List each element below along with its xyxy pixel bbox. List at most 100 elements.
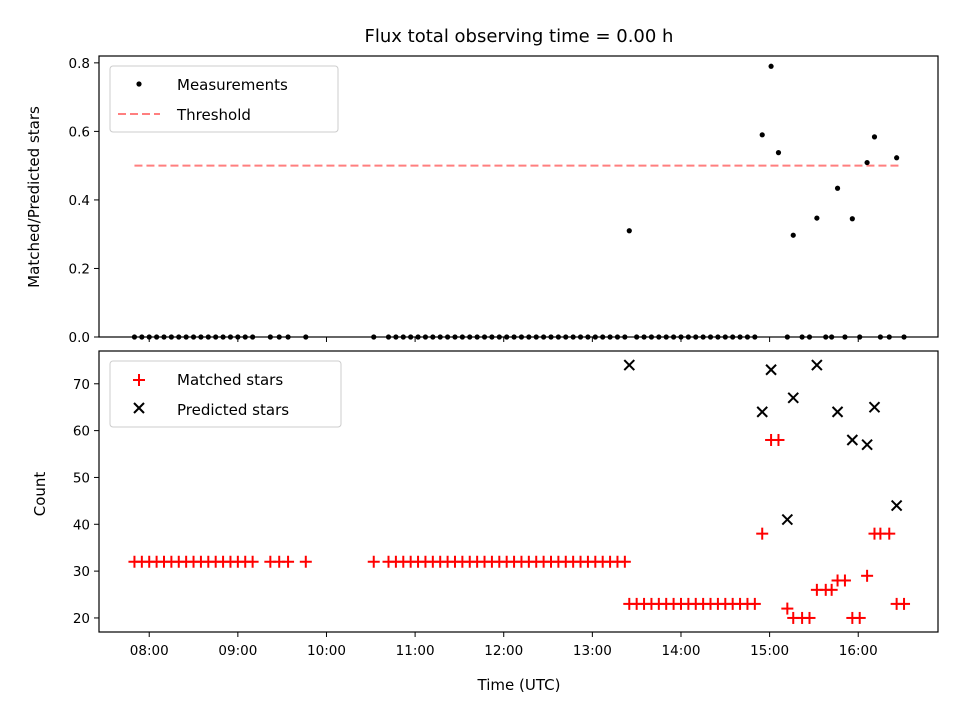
measurement-point xyxy=(670,334,677,340)
measurement-point xyxy=(901,334,907,340)
measurement-point xyxy=(459,334,465,340)
measurement-point xyxy=(393,334,399,340)
measurement-point xyxy=(267,334,273,340)
measurement-point xyxy=(533,334,539,340)
x-tick-label: 16:00 xyxy=(839,643,878,659)
measurement-point xyxy=(730,334,736,340)
measurement-point xyxy=(570,334,576,340)
legend-marker-measurements xyxy=(136,81,142,87)
matched-star-point xyxy=(748,597,761,610)
measurement-point xyxy=(430,334,436,340)
bottom-data-layer xyxy=(128,359,911,624)
measurement-point xyxy=(276,334,282,340)
predicted-star-point xyxy=(623,359,635,371)
measurement-point xyxy=(626,228,632,234)
measurement-point xyxy=(784,334,790,340)
measurement-point xyxy=(242,334,248,340)
measurement-point xyxy=(176,334,182,340)
top-y-tick-label: 0.2 xyxy=(69,261,90,277)
measurement-point xyxy=(422,334,429,340)
bottom-y-axis-label: Count xyxy=(31,472,49,517)
measurement-point xyxy=(235,334,241,340)
predicted-star-point xyxy=(781,513,794,526)
measurement-point xyxy=(622,334,628,340)
measurement-point xyxy=(474,334,480,340)
measurement-point xyxy=(548,334,554,340)
x-axis-label: Time (UTC) xyxy=(477,676,561,694)
measurement-point xyxy=(481,334,488,340)
measurement-point xyxy=(737,334,743,340)
measurement-point xyxy=(685,334,691,340)
measurement-point xyxy=(894,155,900,161)
measurement-point xyxy=(408,334,414,340)
measurement-point xyxy=(693,334,699,340)
measurement-point xyxy=(829,334,835,340)
measurement-point xyxy=(489,334,495,340)
top-y-tick-label: 0.6 xyxy=(69,124,90,140)
measurement-point xyxy=(877,334,883,340)
measurement-point xyxy=(400,334,406,340)
measurement-point xyxy=(154,334,160,340)
top-y-tick-label: 0.4 xyxy=(69,193,90,209)
measurement-point xyxy=(871,134,878,140)
predicted-star-point xyxy=(756,406,768,418)
measurement-point xyxy=(663,334,669,340)
matched-star-point xyxy=(825,583,838,596)
bottom-axes-frame xyxy=(98,350,939,633)
measurement-point xyxy=(614,334,621,340)
measurement-point xyxy=(700,334,706,340)
measurement-point xyxy=(648,334,655,340)
measurement-point xyxy=(768,63,774,69)
measurement-point xyxy=(303,334,309,340)
matched-star-point xyxy=(898,597,911,610)
measurement-point xyxy=(415,334,421,340)
x-tick-label: 13:00 xyxy=(573,643,612,659)
legend-label-predicted: Predicted stars xyxy=(177,401,289,419)
predicted-star-point xyxy=(765,364,777,376)
measurement-point xyxy=(715,334,721,340)
top-y-ticks: 0.0 0.2 0.4 0.6 0.8 xyxy=(69,56,99,346)
top-legend: Measurements Threshold xyxy=(109,65,339,133)
predicted-star-point xyxy=(868,401,881,413)
measurement-point xyxy=(518,334,525,340)
measurement-point xyxy=(139,334,145,340)
matched-star-point xyxy=(282,555,295,568)
predicted-star-point xyxy=(861,438,873,451)
measurement-point xyxy=(285,334,291,340)
measurement-point xyxy=(496,334,502,340)
matched-star-point xyxy=(299,555,312,568)
matched-star-point xyxy=(781,602,794,615)
measurement-point xyxy=(205,334,211,340)
measurement-point xyxy=(842,334,848,340)
x-tick-label: 15:00 xyxy=(750,643,789,659)
measurement-point xyxy=(834,185,841,191)
top-y-tick-label: 0.0 xyxy=(69,330,90,346)
matched-star-point xyxy=(246,555,259,568)
legend-label-threshold: Threshold xyxy=(176,106,251,124)
bottom-y-tick-label: 20 xyxy=(73,611,90,627)
measurement-point xyxy=(759,132,765,138)
chart-title: Flux total observing time = 0.00 h xyxy=(365,26,674,47)
bottom-y-ticks: 20 30 40 50 60 70 xyxy=(73,377,99,627)
measurement-point xyxy=(526,334,532,340)
measurement-point xyxy=(131,334,138,340)
top-y-axis-label: Matched/Predicted stars xyxy=(25,106,43,288)
top-axes-frame xyxy=(98,55,939,338)
measurement-point xyxy=(607,334,613,340)
legend-label-matched: Matched stars xyxy=(177,371,283,389)
measurement-point xyxy=(857,334,863,340)
legend-marker-matched xyxy=(133,374,145,386)
predicted-star-point xyxy=(890,499,903,512)
predicted-star-point xyxy=(846,434,859,446)
measurement-point xyxy=(146,334,152,340)
bottom-y-tick-label: 30 xyxy=(73,564,90,580)
measurement-point xyxy=(744,334,751,340)
measurement-point xyxy=(227,334,234,340)
measurement-point xyxy=(849,216,855,222)
measurement-point xyxy=(592,334,598,340)
bottom-legend: Matched stars Predicted stars xyxy=(109,360,342,428)
x-tick-label: 12:00 xyxy=(484,643,523,659)
bottom-x-ticks: 08:00 09:00 10:00 11:00 12:00 13:00 14:00 15:00… xyxy=(130,632,878,659)
measurement-point xyxy=(452,334,458,340)
